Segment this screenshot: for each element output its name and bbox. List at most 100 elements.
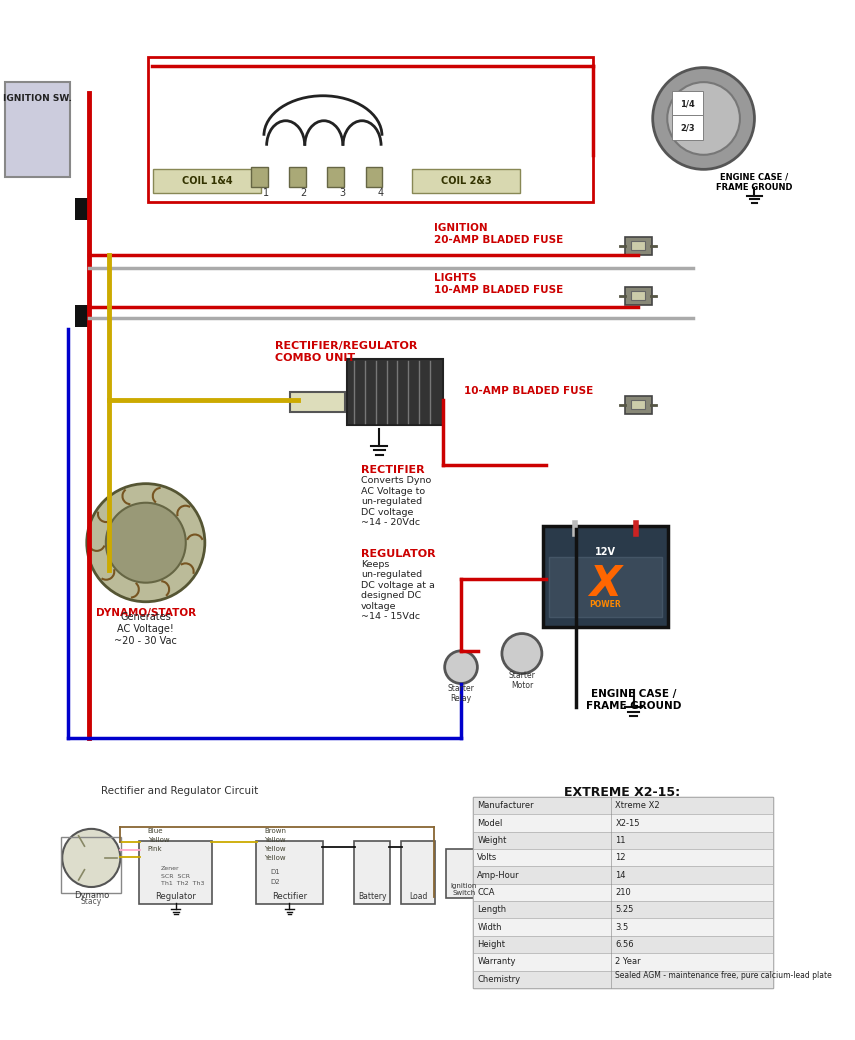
Text: COIL 1&4: COIL 1&4 [182, 176, 233, 186]
Text: DYNAMO/STATOR: DYNAMO/STATOR [96, 607, 196, 618]
FancyBboxPatch shape [473, 954, 773, 970]
Text: Converts Dyno
AC Voltage to
un-regulated
DC voltage
~14 - 20Vdc: Converts Dyno AC Voltage to un-regulated… [361, 476, 432, 527]
Text: ENGINE CASE /
FRAME GROUND: ENGINE CASE / FRAME GROUND [586, 690, 681, 710]
Text: COIL 2&3: COIL 2&3 [441, 176, 492, 186]
Text: 210: 210 [616, 888, 631, 896]
Text: POWER: POWER [590, 600, 622, 609]
FancyBboxPatch shape [631, 291, 646, 301]
Text: 1: 1 [262, 188, 268, 198]
Text: RECTIFIER: RECTIFIER [361, 466, 425, 475]
Text: Ignition
Switch: Ignition Switch [451, 883, 477, 896]
Text: 2 Year: 2 Year [616, 958, 641, 966]
Text: IGNITION
20-AMP BLADED FUSE: IGNITION 20-AMP BLADED FUSE [433, 223, 563, 244]
Text: Th1  Th2  Th3: Th1 Th2 Th3 [162, 881, 204, 886]
Circle shape [62, 829, 121, 887]
Text: D1: D1 [270, 869, 280, 876]
Text: Rectifier: Rectifier [272, 891, 307, 901]
Circle shape [652, 68, 754, 170]
Text: 12V: 12V [595, 547, 616, 556]
FancyBboxPatch shape [366, 166, 382, 186]
Circle shape [106, 502, 186, 582]
Text: Keeps
un-regulated
DC voltage at a
designed DC
voltage
~14 - 15Vdc: Keeps un-regulated DC voltage at a desig… [361, 560, 435, 621]
FancyBboxPatch shape [624, 395, 652, 414]
Text: 2: 2 [301, 188, 307, 198]
FancyBboxPatch shape [543, 526, 668, 627]
Text: Yellow: Yellow [264, 846, 286, 852]
Text: LIGHTS
10-AMP BLADED FUSE: LIGHTS 10-AMP BLADED FUSE [433, 274, 563, 294]
FancyBboxPatch shape [473, 797, 773, 988]
Text: Width: Width [477, 922, 502, 932]
Text: 4: 4 [377, 188, 383, 198]
Text: X2-15: X2-15 [616, 818, 640, 828]
Text: 2/3: 2/3 [680, 123, 694, 132]
FancyBboxPatch shape [446, 849, 481, 898]
FancyBboxPatch shape [327, 166, 344, 186]
Text: Rectifier and Regulator Circuit: Rectifier and Regulator Circuit [101, 785, 258, 796]
Text: Amp-Hour: Amp-Hour [477, 870, 520, 880]
Text: REGULATOR: REGULATOR [361, 549, 436, 560]
FancyBboxPatch shape [549, 557, 662, 617]
FancyBboxPatch shape [75, 305, 88, 327]
Text: Weight: Weight [477, 836, 507, 844]
Text: 6.56: 6.56 [616, 940, 634, 948]
Circle shape [502, 633, 542, 674]
FancyBboxPatch shape [290, 392, 345, 412]
FancyBboxPatch shape [631, 400, 646, 409]
Text: Manufacturer: Manufacturer [477, 801, 534, 810]
Text: Warranty: Warranty [477, 958, 516, 966]
Text: Yellow: Yellow [264, 855, 286, 861]
Text: 10-AMP BLADED FUSE: 10-AMP BLADED FUSE [463, 386, 593, 396]
Text: Yellow: Yellow [264, 837, 286, 842]
FancyBboxPatch shape [289, 166, 306, 186]
Text: Sealed AGM - maintenance free, pure calcium-lead plate: Sealed AGM - maintenance free, pure calc… [616, 971, 832, 980]
Text: Chemistry: Chemistry [477, 974, 521, 984]
FancyBboxPatch shape [473, 814, 773, 832]
FancyBboxPatch shape [473, 901, 773, 918]
FancyBboxPatch shape [139, 840, 212, 904]
FancyBboxPatch shape [354, 840, 390, 904]
Text: Xtreme X2: Xtreme X2 [616, 801, 660, 810]
FancyBboxPatch shape [631, 241, 646, 251]
Text: Load: Load [410, 891, 428, 901]
FancyBboxPatch shape [473, 832, 773, 849]
Text: Model: Model [477, 818, 503, 828]
Circle shape [667, 82, 740, 155]
FancyBboxPatch shape [473, 970, 773, 988]
FancyBboxPatch shape [256, 840, 323, 904]
Text: Blue: Blue [148, 828, 163, 834]
FancyBboxPatch shape [473, 884, 773, 901]
Text: Regulator: Regulator [156, 891, 196, 901]
Text: 14: 14 [616, 870, 626, 880]
Text: Height: Height [477, 940, 505, 948]
FancyBboxPatch shape [401, 840, 434, 904]
FancyBboxPatch shape [473, 918, 773, 936]
Text: Brown: Brown [264, 828, 286, 834]
FancyBboxPatch shape [473, 797, 773, 814]
Text: Dynamo: Dynamo [74, 890, 109, 900]
Text: D2: D2 [270, 879, 280, 885]
FancyBboxPatch shape [473, 849, 773, 866]
Text: CCA: CCA [477, 888, 495, 896]
Text: Starter
Relay: Starter Relay [448, 683, 475, 703]
Text: Yellow: Yellow [148, 837, 169, 842]
FancyBboxPatch shape [75, 199, 88, 220]
Text: IGNITION SW.: IGNITION SW. [3, 94, 72, 103]
FancyBboxPatch shape [347, 359, 443, 424]
FancyBboxPatch shape [473, 866, 773, 884]
Text: Pink: Pink [148, 846, 162, 852]
Text: Stacy: Stacy [80, 898, 102, 906]
FancyBboxPatch shape [624, 287, 652, 305]
Text: SCR  SCR: SCR SCR [162, 874, 191, 879]
Text: 3: 3 [339, 188, 345, 198]
Text: 12: 12 [616, 853, 626, 862]
FancyBboxPatch shape [5, 82, 70, 177]
FancyBboxPatch shape [624, 236, 652, 255]
Text: X: X [589, 564, 622, 605]
Text: Volts: Volts [477, 853, 498, 862]
Text: Zener: Zener [162, 866, 180, 872]
Text: Generates
AC Voltage!
~20 - 30 Vac: Generates AC Voltage! ~20 - 30 Vac [115, 613, 177, 646]
Text: 1/4: 1/4 [680, 100, 694, 108]
Text: EXTREME X2-15:: EXTREME X2-15: [563, 786, 680, 799]
FancyBboxPatch shape [153, 170, 261, 193]
FancyBboxPatch shape [473, 936, 773, 954]
